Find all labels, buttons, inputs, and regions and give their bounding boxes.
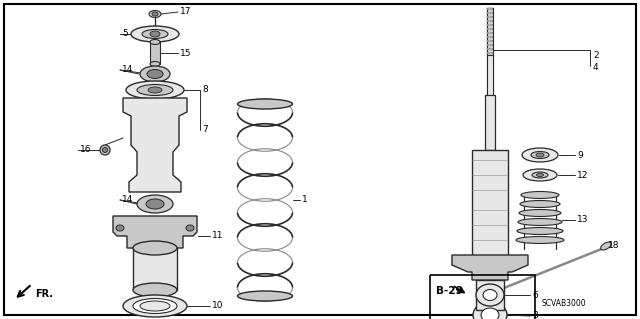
Ellipse shape [518,219,562,226]
Bar [487,28,493,30]
Bar [487,20,493,22]
Ellipse shape [522,148,558,162]
Text: 3: 3 [532,311,538,319]
Ellipse shape [149,11,161,18]
Ellipse shape [237,291,292,301]
Bar [487,12,493,14]
Ellipse shape [476,284,504,306]
Bar [472,150,508,270]
Bar [133,248,177,290]
Ellipse shape [137,85,173,95]
Ellipse shape [133,299,177,314]
Bar [487,16,493,18]
Bar [485,95,495,150]
Ellipse shape [532,172,548,178]
Bar [487,8,493,10]
Ellipse shape [531,152,549,159]
Text: 16: 16 [80,145,92,154]
Ellipse shape [481,308,499,319]
Ellipse shape [140,66,170,82]
Text: 4: 4 [593,63,598,72]
Text: 18: 18 [608,241,620,249]
Text: 5: 5 [122,29,128,39]
Text: SCVAB3000: SCVAB3000 [542,299,587,308]
Ellipse shape [517,227,563,234]
Text: 8: 8 [202,85,208,94]
Text: 1: 1 [302,196,308,204]
Bar [487,40,493,42]
Bar [487,44,493,46]
Ellipse shape [483,290,497,300]
Bar [487,36,493,38]
Text: 10: 10 [212,301,223,310]
Ellipse shape [131,26,179,42]
Text: 12: 12 [577,170,588,180]
Ellipse shape [133,283,177,297]
Ellipse shape [123,295,187,317]
Bar [476,280,504,310]
Ellipse shape [473,302,507,319]
Polygon shape [123,98,187,192]
Bar [487,52,493,54]
Bar [430,275,535,319]
Ellipse shape [523,169,557,181]
Ellipse shape [100,145,110,155]
Text: 14: 14 [122,196,133,204]
Ellipse shape [142,29,168,39]
Bar [487,55,493,135]
Ellipse shape [520,201,560,207]
Ellipse shape [147,70,163,78]
Text: 2: 2 [593,50,598,60]
Text: 15: 15 [180,48,191,57]
Ellipse shape [536,174,543,176]
Ellipse shape [137,195,173,213]
Ellipse shape [140,301,170,311]
Ellipse shape [150,31,160,37]
Text: 14: 14 [122,65,133,75]
Text: 17: 17 [180,8,191,17]
Ellipse shape [519,210,561,217]
Text: 11: 11 [212,232,223,241]
Bar [487,24,493,26]
Text: 13: 13 [577,216,589,225]
Ellipse shape [536,153,544,157]
Text: 9: 9 [577,151,583,160]
Ellipse shape [146,199,164,209]
Ellipse shape [133,241,177,255]
Ellipse shape [186,225,194,231]
Polygon shape [113,216,197,248]
Text: 6: 6 [532,291,538,300]
Polygon shape [452,255,528,280]
Ellipse shape [126,81,184,99]
Bar [150,42,160,64]
Ellipse shape [237,99,292,109]
Text: B-29: B-29 [436,286,463,296]
Bar [487,48,493,50]
Ellipse shape [152,12,158,16]
Bar [487,32,493,34]
Ellipse shape [521,191,559,198]
Ellipse shape [102,147,108,152]
Ellipse shape [600,242,611,250]
Ellipse shape [516,236,564,243]
Ellipse shape [150,62,160,66]
Ellipse shape [150,40,160,44]
Text: FR.: FR. [35,289,53,299]
Ellipse shape [148,87,162,93]
Text: 7: 7 [202,125,208,135]
Ellipse shape [116,225,124,231]
